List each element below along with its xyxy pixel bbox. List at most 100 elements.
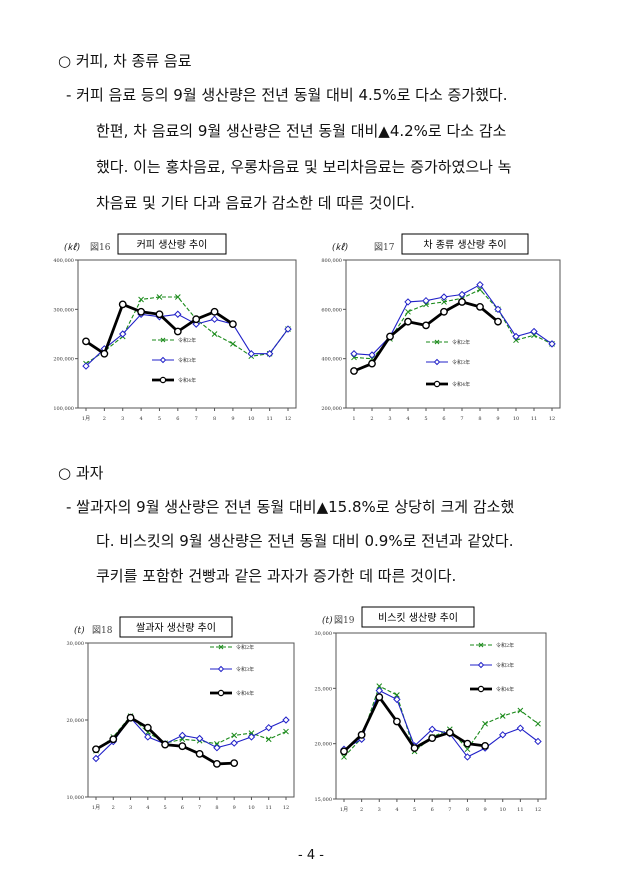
- data-point: [161, 740, 169, 749]
- paragraph-line: 다. 비스킷의 9월 생산량은 전년 동월 대비 0.9%로 전년과 같았다.: [96, 532, 514, 550]
- data-point: [494, 317, 502, 326]
- series-line-0: [343, 685, 539, 758]
- data-point: [445, 728, 454, 737]
- data-point: [410, 744, 419, 752]
- data-point: [476, 302, 484, 311]
- x-tick-label: 2: [103, 416, 106, 422]
- legend-marker: [434, 339, 440, 345]
- data-point: [192, 315, 201, 324]
- data-point: [481, 741, 489, 750]
- data-point: [214, 741, 220, 747]
- data-point: [463, 753, 472, 761]
- page-number: - 4 -: [298, 848, 324, 863]
- x-tick-label: 1月: [92, 805, 100, 811]
- x-tick-label: 11: [266, 805, 272, 811]
- x-tick-label: 3: [121, 416, 124, 422]
- data-point: [422, 296, 430, 305]
- data-point: [512, 332, 520, 341]
- data-point: [376, 683, 383, 689]
- x-tick-label: 11: [517, 807, 523, 813]
- legend-label: 令和2年: [452, 339, 470, 346]
- y-tick-label: 300,000: [53, 307, 74, 313]
- data-point: [155, 310, 164, 319]
- data-point: [499, 713, 506, 719]
- data-point: [357, 730, 366, 739]
- data-point: [230, 759, 239, 768]
- data-point: [100, 349, 109, 358]
- data-point: [195, 749, 204, 758]
- data-point: [476, 280, 484, 289]
- data-point: [178, 742, 187, 751]
- chart-svg: 100,000 200,000 300,000 400,000 1月 2 3 4 5 6 7 8 9 10…: [53, 233, 297, 422]
- data-point: [494, 305, 502, 314]
- y-tick-label: 400,000: [321, 357, 342, 363]
- chart-title: 커피 생산량 추이: [137, 239, 208, 251]
- data-point: [428, 734, 437, 743]
- data-point: [482, 720, 488, 727]
- x-tick-label: 8: [478, 416, 481, 422]
- x-tick-label: 12: [285, 416, 291, 422]
- legend-marker: [477, 685, 485, 693]
- data-point: [247, 350, 255, 358]
- x-tick-label: 1月: [340, 807, 348, 813]
- x-tick-label: 11: [266, 416, 272, 422]
- x-tick-label: 1: [352, 416, 355, 422]
- x-tick-label: 12: [283, 805, 289, 811]
- y-tick-label: 20,000: [67, 718, 85, 724]
- legend-marker: [159, 376, 167, 384]
- x-tick-label: 10: [248, 416, 254, 422]
- data-point: [368, 351, 376, 359]
- x-tick-label: 3: [388, 416, 391, 422]
- x-tick-label: 12: [549, 416, 555, 422]
- data-point: [548, 340, 556, 348]
- paragraph-line: - 쌀과자의 9월 생산량은 전년 동월 대비▲15.8%로 상당히 크게 감소…: [66, 498, 515, 516]
- plot-frame: [77, 259, 297, 409]
- x-tick-label: 5: [413, 807, 416, 813]
- x-tick-label: 2: [370, 416, 373, 422]
- y-tick-label: 100,000: [53, 406, 74, 412]
- series-line-0: [85, 296, 289, 365]
- x-tick-label: 8: [213, 416, 216, 422]
- paragraph-line: 쿠키를 포함한 건빵과 같은 과자가 증가한 데 따른 것이다.: [96, 567, 457, 585]
- data-point: [517, 707, 524, 714]
- chart-tea-production: 200,000 400,000 600,000 800,000 1 2 3 4 5 6 7 8 9 10 1…: [310, 232, 580, 432]
- legend-marker: [433, 358, 441, 366]
- chart-title-box: [361, 606, 475, 628]
- data-point: [386, 332, 394, 341]
- x-tick-label: 5: [158, 416, 161, 422]
- legend-label: 令和2年: [236, 644, 254, 651]
- chart-svg: 15,000 20,000 25,000 30,000 1月 2 3 4 5 6 7 8 9 10 11 12…: [315, 606, 547, 813]
- data-point: [247, 733, 256, 741]
- data-point: [137, 307, 145, 316]
- x-tick-label: 6: [431, 807, 434, 813]
- y-tick-label: 400,000: [53, 258, 74, 264]
- y-tick-label: 600,000: [321, 307, 342, 313]
- data-point: [341, 754, 347, 760]
- x-tick-label: 5: [424, 416, 427, 422]
- data-point: [464, 746, 471, 753]
- figure-number: 図19: [334, 615, 355, 626]
- data-point: [284, 325, 292, 333]
- data-point: [458, 290, 466, 299]
- data-point: [82, 337, 90, 346]
- data-point: [405, 308, 411, 315]
- legend-marker: [477, 661, 485, 669]
- x-tick-label: 3: [378, 807, 381, 813]
- y-tick-label: 20,000: [315, 742, 333, 748]
- data-point: [340, 747, 348, 756]
- legend-marker: [433, 380, 441, 388]
- data-point: [265, 736, 272, 743]
- data-point: [530, 327, 538, 336]
- x-tick-label: 10: [248, 805, 254, 811]
- data-point: [229, 320, 237, 329]
- chart-biscuit-production: 15,000 20,000 25,000 30,000 1月 2 3 4 5 6 7 8 9 10 11 12…: [300, 606, 560, 813]
- y-tick-label: 15,000: [315, 797, 333, 803]
- data-point: [440, 293, 448, 301]
- x-tick-label: 7: [448, 807, 451, 813]
- data-point: [265, 723, 273, 732]
- chart-title: 차 종류 생산량 추이: [423, 239, 506, 251]
- x-tick-label: 7: [195, 416, 198, 422]
- y-tick-label: 30,000: [67, 641, 85, 647]
- x-tick-label: 4: [406, 416, 409, 422]
